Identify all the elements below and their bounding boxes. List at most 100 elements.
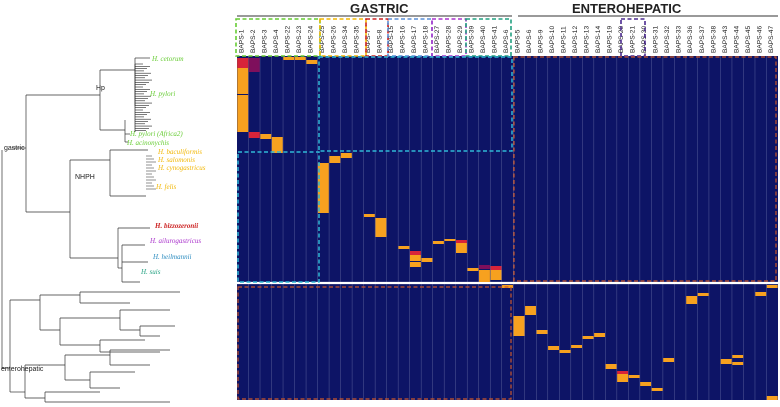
column-label: BAPS-19 <box>607 26 614 53</box>
column-label: BAPS-46 <box>756 26 763 53</box>
heatmap-cell <box>432 241 444 244</box>
tree-group-enterohepatic: enterohepatic <box>1 366 44 373</box>
heatmap-cell <box>559 350 571 353</box>
tree-group-nhph: NHPH <box>75 174 95 181</box>
enterohepatic-header: ENTEROHEPATIC <box>572 1 682 16</box>
phylogenetic-tree <box>1 57 180 403</box>
column-label: BAPS-21 <box>630 26 637 53</box>
heatmap-cell <box>571 345 583 348</box>
heatmap-cell <box>479 270 490 282</box>
column-label: BAPS-3 <box>261 29 268 53</box>
heatmap-cell <box>340 153 352 158</box>
heatmap-cell <box>732 362 744 365</box>
cluster-box-suis <box>465 18 512 57</box>
column-label: BAPS-9 <box>538 29 545 53</box>
tree-group-gastric: gastric <box>4 145 25 152</box>
heatmap-cell <box>479 265 490 269</box>
heatmap-cell <box>444 239 456 241</box>
cluster-box-felis <box>319 18 367 57</box>
heatmap-cell <box>306 60 318 64</box>
column-label: BAPS-6 <box>503 29 510 53</box>
column-label: BAPS-45 <box>745 26 752 53</box>
heatmap-background <box>237 56 778 400</box>
heatmap-cell <box>363 214 375 217</box>
column-label: BAPS-4 <box>273 29 280 53</box>
column-label: BAPS-27 <box>434 26 441 53</box>
species-label: H. suis <box>140 268 161 276</box>
heatmap-cell <box>237 76 249 94</box>
cluster-box-hp <box>235 18 321 57</box>
heatmap-cell <box>686 296 698 304</box>
heatmap-cell <box>594 333 606 337</box>
heatmap-cell <box>421 258 433 262</box>
cluster-box-enterohepatic-gastric <box>513 56 777 282</box>
species-label: H. salomonis <box>157 156 195 164</box>
column-label: BAPS-8 <box>376 29 383 53</box>
species-label: H. bizzozeronii <box>154 222 198 230</box>
cluster-box-enterohepatic-col <box>620 18 646 57</box>
column-label: BAPS-24 <box>307 26 314 53</box>
column-label: BAPS-1 <box>238 29 245 53</box>
heatmap-cell <box>271 137 283 153</box>
heatmap-cell <box>582 336 594 339</box>
species-label: H. cetorum <box>151 55 184 63</box>
heatmap-cell <box>697 293 709 296</box>
cluster-boxes <box>235 18 777 400</box>
column-label: BAPS-6 <box>526 29 533 53</box>
heatmap-cell <box>409 255 421 261</box>
heatmap-cell <box>456 240 467 243</box>
heatmap <box>237 56 778 400</box>
column-label: BAPS-47 <box>768 26 775 53</box>
heatmap-cell <box>651 388 663 391</box>
tree-group-hp: Hp <box>96 85 105 92</box>
heatmap-cell <box>490 266 502 270</box>
column-label: BAPS-17 <box>411 26 418 53</box>
species-label: H. pylori (Africa2) <box>129 130 183 138</box>
column-label: BAPS-32 <box>664 26 671 53</box>
column-label: BAPS-20 <box>618 26 625 53</box>
heatmap-cell <box>294 57 306 60</box>
gastric-header: GASTRIC <box>350 1 409 16</box>
heatmap-cell <box>513 316 525 336</box>
column-label: BAPS-26 <box>330 26 337 53</box>
species-label: H. heilmannii <box>152 253 192 261</box>
column-label: BAPS-30 <box>641 26 648 53</box>
column-label: BAPS-29 <box>457 26 464 53</box>
column-headers: BAPS-1 BAPS-2 BAPS-3 BAPS-4 BAPS-22 BAPS-23 BA… <box>238 26 774 53</box>
column-label: BAPS-22 <box>284 26 291 53</box>
heatmap-cell <box>260 134 272 139</box>
column-label: BAPS-36 <box>687 26 694 53</box>
heatmap-cell <box>766 285 778 288</box>
heatmap-cell <box>409 262 421 267</box>
heatmap-cell <box>248 132 260 138</box>
heatmap-cell <box>766 396 778 400</box>
column-label: BAPS-14 <box>595 26 602 53</box>
species-label: H. baculiformis <box>157 148 202 156</box>
heatmap-cell <box>375 226 387 237</box>
cluster-box-hp-other <box>318 56 513 152</box>
heatmap-cell <box>237 95 249 120</box>
cluster-box-gastric-enterohepatic <box>237 286 512 400</box>
species-label: H. acinonychis <box>126 139 169 147</box>
heatmap-cell <box>409 251 421 255</box>
column-label: BAPS-37 <box>699 26 706 53</box>
column-label: BAPS-10 <box>549 26 556 53</box>
heatmap-cell <box>663 358 675 362</box>
heatmap-cell <box>617 374 629 382</box>
heatmap-cell <box>490 270 502 280</box>
species-label: H. felis <box>155 183 176 191</box>
heatmap-cell <box>525 306 536 315</box>
heatmap-cell <box>375 218 387 226</box>
heatmap-cell <box>467 268 479 271</box>
column-label: BAPS-23 <box>296 26 303 53</box>
column-label: BAPS-40 <box>480 26 487 53</box>
column-label: BAPS-31 <box>653 26 660 53</box>
heatmap-cell <box>317 163 329 175</box>
column-label: BAPS-13 <box>584 26 591 53</box>
column-label: BAPS-25 <box>319 26 326 53</box>
column-label: BAPS-18 <box>423 26 430 53</box>
heatmap-cell <box>456 243 467 253</box>
column-label: BAPS-38 <box>710 26 717 53</box>
heatmap-cell <box>732 355 744 358</box>
